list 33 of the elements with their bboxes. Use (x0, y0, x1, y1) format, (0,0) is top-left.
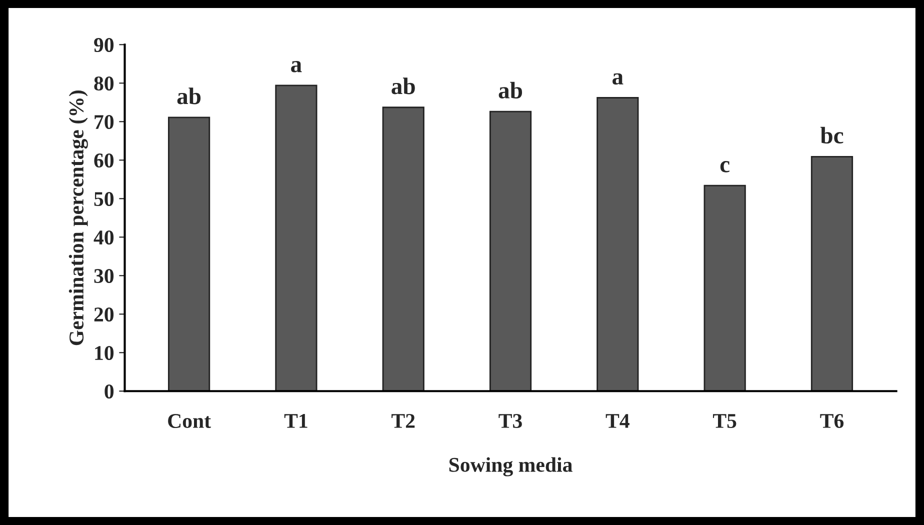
x-tick-label: T2 (392, 414, 415, 428)
x-tick-label: T1 (284, 414, 308, 428)
y-tick-label: 10 (95, 346, 114, 360)
x-tick-label: T5 (712, 414, 736, 428)
y-tick-label: 60 (94, 154, 114, 168)
x-tick-label: T6 (820, 414, 844, 428)
annotation: a (612, 73, 624, 85)
annotation: ab (392, 78, 415, 94)
y-tick-label: 30 (94, 269, 114, 284)
y-tick-label: 0 (104, 384, 114, 399)
annotation: c (720, 161, 730, 172)
bar (489, 110, 532, 392)
bar (810, 156, 854, 392)
y-axis-title: Germination percentage (%) (68, 90, 88, 346)
annotation: ab (498, 82, 522, 98)
bar (168, 116, 210, 392)
x-tick-label: Cont (168, 414, 211, 428)
bar (596, 97, 639, 392)
y-tick-label: 40 (94, 230, 114, 245)
x-tick-label: T3 (498, 414, 522, 428)
annotation: a (291, 60, 302, 72)
y-tick-label: 50 (94, 192, 114, 206)
x-axis-title: Sowing media (449, 457, 572, 476)
bar (275, 84, 318, 392)
annotation: bc (820, 126, 844, 144)
y-tick-label: 70 (94, 115, 114, 130)
bar (704, 184, 746, 392)
x-tick-label: T4 (606, 414, 630, 428)
y-tick-label: 20 (94, 308, 114, 322)
y-tick-label: 80 (94, 76, 114, 91)
annotation: ab (177, 88, 201, 104)
bar (382, 106, 424, 392)
y-tick-label: 90 (94, 38, 114, 52)
